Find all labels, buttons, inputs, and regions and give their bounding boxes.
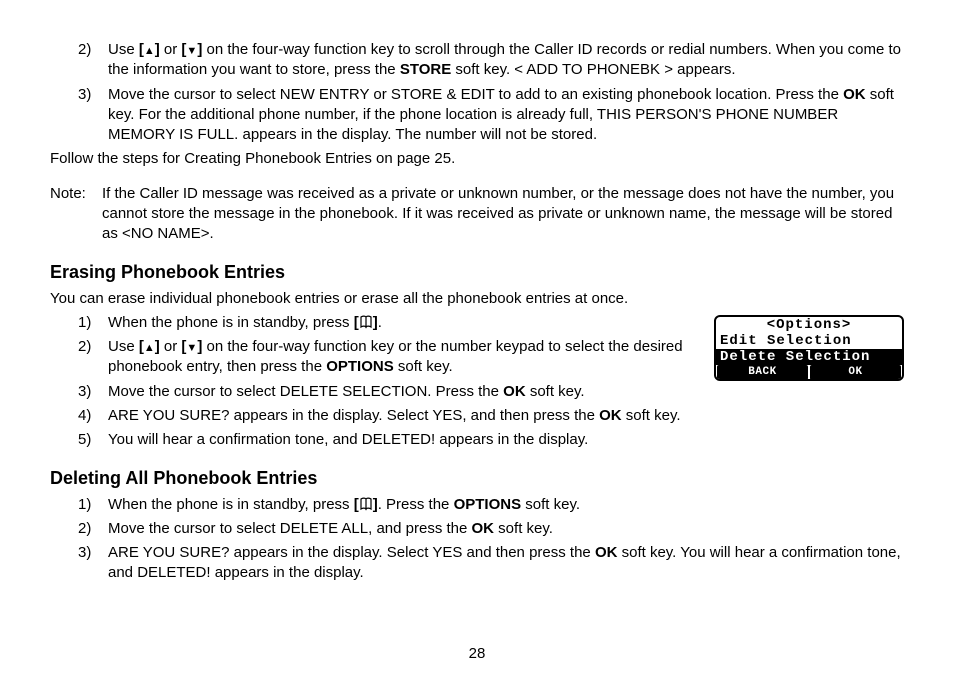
item-number: 3) [78,382,108,402]
list-item: 2)Use [▲] or [▼] on the four-way functio… [50,337,698,378]
item-number: 3) [78,85,108,146]
item-text: Move the cursor to select DELETE ALL, an… [108,519,904,539]
item-number: 2) [78,519,108,539]
phonebook-icon [359,497,373,511]
note-label: Note: [50,184,102,245]
lcd-line3: Delete Selection [716,349,902,365]
item-number: 2) [78,337,108,378]
erasing-intro: You can erase individual phonebook entri… [50,289,904,309]
list-item: 4)ARE YOU SURE? appears in the display. … [50,406,904,426]
lcd-line1: <Options> [716,317,902,333]
deleting-heading: Deleting All Phonebook Entries [50,466,904,490]
up-arrow-icon: ▲ [144,45,155,57]
item-text: Move the cursor to select DELETE SELECTI… [108,382,904,402]
note-block: Note: If the Caller ID message was recei… [50,184,904,245]
up-arrow-icon: ▲ [144,342,155,354]
follow-paragraph: Follow the steps for Creating Phonebook … [50,149,904,169]
item-number: 2) [78,40,108,81]
note-text: If the Caller ID message was received as… [102,184,904,245]
deleting-list: 1)When the phone is in standby, press []… [50,495,904,584]
item-text: When the phone is in standby, press []. … [108,495,904,515]
erasing-list: 1)When the phone is in standby, press []… [50,313,698,382]
item-text: You will hear a confirmation tone, and D… [108,430,904,450]
item-number: 5) [78,430,108,450]
lcd-screenshot: <Options> Edit Selection Delete Selectio… [714,313,904,382]
lcd-ok-label: OK [810,365,901,380]
item-text: Use [▲] or [▼] on the four-way function … [108,40,904,81]
lcd-back-label: BACK [717,365,808,380]
item-number: 1) [78,495,108,515]
list-item: 3)Move the cursor to select DELETE SELEC… [50,382,904,402]
item-text: When the phone is in standby, press []. [108,313,698,333]
list-item: 3)ARE YOU SURE? appears in the display. … [50,543,904,584]
list-item: 2)Move the cursor to select DELETE ALL, … [50,519,904,539]
page-number: 28 [50,644,904,664]
erasing-list-rest: 3)Move the cursor to select DELETE SELEC… [50,382,904,451]
list-item: 1)When the phone is in standby, press []… [50,495,904,515]
list-item: 1)When the phone is in standby, press []… [50,313,698,333]
list-item: 5)You will hear a confirmation tone, and… [50,430,904,450]
item-text: ARE YOU SURE? appears in the display. Se… [108,406,904,426]
top-ordered-list: 2)Use [▲] or [▼] on the four-way functio… [50,40,904,145]
down-arrow-icon: ▼ [186,45,197,57]
down-arrow-icon: ▼ [186,342,197,354]
item-text: Move the cursor to select NEW ENTRY or S… [108,85,904,146]
lcd-line2: Edit Selection [716,333,902,349]
phonebook-icon [359,315,373,329]
item-number: 4) [78,406,108,426]
list-item: 3)Move the cursor to select NEW ENTRY or… [50,85,904,146]
erasing-heading: Erasing Phonebook Entries [50,260,904,284]
item-number: 1) [78,313,108,333]
erasing-section: 1)When the phone is in standby, press []… [50,313,904,382]
item-number: 3) [78,543,108,584]
list-item: 2)Use [▲] or [▼] on the four-way functio… [50,40,904,81]
item-text: ARE YOU SURE? appears in the display. Se… [108,543,904,584]
item-text: Use [▲] or [▼] on the four-way function … [108,337,698,378]
